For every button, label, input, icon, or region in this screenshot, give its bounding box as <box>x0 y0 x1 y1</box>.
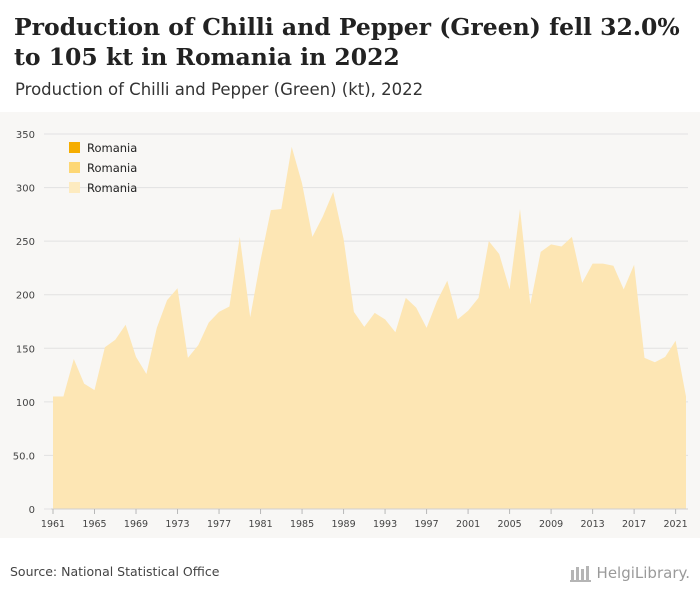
y-tick-label: 350 <box>16 130 35 141</box>
y-tick-label: 0 <box>29 505 35 516</box>
header: Production of Chilli and Pepper (Green) … <box>0 0 700 112</box>
legend-label: Romania <box>87 181 137 195</box>
x-tick-label: 1965 <box>82 519 106 530</box>
x-tick-label: 2021 <box>664 519 688 530</box>
y-tick-label: 200 <box>16 291 35 302</box>
legend-swatch <box>69 162 80 173</box>
y-tick-label: 150 <box>16 344 35 355</box>
x-tick-label: 2013 <box>581 519 605 530</box>
legend: Romania Romania Romania <box>69 141 137 195</box>
chart-subtitle: Production of Chilli and Pepper (Green) … <box>15 80 424 99</box>
y-axis: 0 50.0 100 150 200 250 300 350 <box>13 130 35 516</box>
x-tick-label: 1993 <box>373 519 397 530</box>
x-tick-label: 1961 <box>41 519 65 530</box>
x-tick-label: 1977 <box>207 519 231 530</box>
x-tick-label: 1981 <box>248 519 272 530</box>
source-note: Source: National Statistical Office <box>10 564 220 579</box>
x-tick-label: 2009 <box>539 519 563 530</box>
brand-logo[interactable]: HelgiLibrary. <box>569 562 690 584</box>
area-series-romania <box>53 146 686 509</box>
footer: Source: National Statistical Office Helg… <box>0 552 700 596</box>
y-tick-label: 300 <box>16 184 35 195</box>
y-tick-label: 100 <box>16 398 35 409</box>
area-layer <box>53 146 686 509</box>
legend-label: Romania <box>87 161 137 175</box>
x-tick-label: 1997 <box>414 519 438 530</box>
chart-title: Production of Chilli and Pepper (Green) … <box>14 13 680 71</box>
x-tick-label: 1969 <box>124 519 148 530</box>
library-icon <box>569 566 591 582</box>
x-tick-label: 2005 <box>497 519 521 530</box>
brand-name: HelgiLibrary. <box>596 564 690 582</box>
y-tick-label: 250 <box>16 237 35 248</box>
x-tick-label: 2001 <box>456 519 480 530</box>
x-tick-label: 1973 <box>165 519 189 530</box>
legend-label: Romania <box>87 141 137 155</box>
legend-swatch <box>69 142 80 153</box>
x-tick-label: 2017 <box>622 519 646 530</box>
legend-swatch <box>69 182 80 193</box>
x-axis: 1961 1965 1969 1973 1977 1981 1985 1989 1993 1997… <box>41 508 688 530</box>
x-tick-label: 1989 <box>331 519 355 530</box>
y-tick-label: 50.0 <box>13 451 35 462</box>
area-chart: 0 50.0 100 150 200 250 300 350 1961 1965 1969 1973… <box>13 130 688 530</box>
x-tick-label: 1985 <box>290 519 314 530</box>
